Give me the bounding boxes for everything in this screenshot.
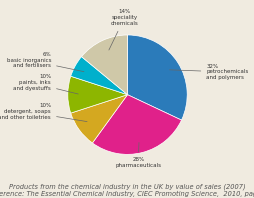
Wedge shape bbox=[92, 95, 181, 154]
Text: 28%
pharmaceuticals: 28% pharmaceuticals bbox=[115, 143, 161, 168]
Text: Products from the chemical industry in the UK by value of sales (2007)
Reference: Products from the chemical industry in t… bbox=[0, 183, 254, 197]
Text: 6%
basic inorganics
and fertilisers: 6% basic inorganics and fertilisers bbox=[7, 52, 84, 72]
Wedge shape bbox=[70, 57, 127, 95]
Text: 14%
speciality
chemicals: 14% speciality chemicals bbox=[108, 10, 138, 50]
Text: 10%
paints, inks
and dyestuffs: 10% paints, inks and dyestuffs bbox=[13, 74, 78, 94]
Wedge shape bbox=[68, 76, 127, 113]
Wedge shape bbox=[81, 35, 127, 95]
Wedge shape bbox=[127, 35, 186, 120]
Wedge shape bbox=[70, 95, 127, 143]
Text: 10%
detergent, soaps
and other toiletries: 10% detergent, soaps and other toiletrie… bbox=[0, 103, 87, 122]
Text: 32%
petrochemicals
and polymers: 32% petrochemicals and polymers bbox=[169, 64, 248, 80]
